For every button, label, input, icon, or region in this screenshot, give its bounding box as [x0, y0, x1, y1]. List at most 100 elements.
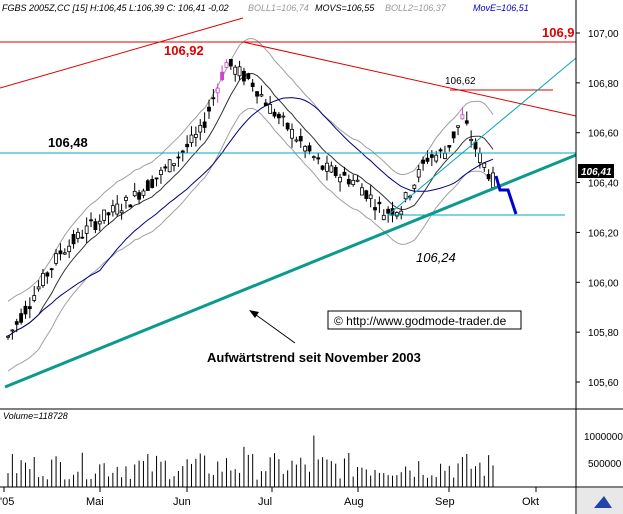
candle-body: [237, 66, 242, 77]
x-tick-label: Sep: [435, 496, 455, 508]
candles: [6, 58, 495, 340]
candle-body: [403, 192, 408, 200]
candle-body: [97, 220, 102, 225]
x-tick-label: Jun: [173, 496, 191, 508]
candle-body: [355, 179, 360, 182]
candle-body: [329, 165, 334, 173]
candle-body: [434, 154, 439, 162]
x-tick-label: Okt: [522, 496, 539, 508]
header-boll1: BOLL1=106,74: [248, 3, 309, 13]
projection-line: [494, 175, 518, 215]
candle-body: [14, 321, 19, 325]
candle-body: [272, 111, 277, 117]
candle-body: [54, 253, 58, 264]
x-tick-label: Mai: [86, 496, 104, 508]
candle-body: [207, 106, 211, 112]
candle-body: [211, 97, 216, 100]
y-tick-label: 106,60: [588, 129, 619, 140]
candle-body: [220, 71, 224, 81]
candle-body: [23, 305, 28, 315]
candle-body: [338, 176, 342, 183]
candle-body: [102, 209, 107, 221]
last-price-box: [578, 164, 614, 178]
copyright-text: © http://www.godmode-trader.de: [334, 314, 507, 328]
candle-body: [106, 212, 111, 216]
candle-body: [71, 233, 76, 245]
candle-body: [368, 194, 373, 199]
candle-body: [377, 201, 382, 205]
candle-body: [456, 125, 460, 128]
candle-body: [482, 162, 487, 168]
candle-body: [32, 295, 37, 301]
trend-label: Aufwärtstrend seit November 2003: [207, 350, 421, 365]
chart-tool-icon[interactable]: [594, 496, 612, 508]
candle-body: [303, 145, 308, 152]
candle-body: [263, 102, 268, 107]
candle-body: [491, 172, 495, 188]
candle-body: [119, 210, 124, 214]
candle-body: [294, 139, 299, 142]
candle-body: [189, 134, 194, 144]
candle-body: [163, 166, 168, 169]
candle-body: [150, 179, 155, 188]
candle-body: [141, 190, 146, 196]
volume-label: Volume=118728: [3, 411, 68, 421]
candle-body: [416, 169, 421, 178]
header-movs: MOVS=106,55: [315, 3, 375, 13]
candle-body: [80, 236, 85, 239]
y-axis-ticks: 107,00 106,80 106,60 106,40 106,20 106,00 105,…: [576, 29, 619, 389]
candle-body: [233, 66, 238, 75]
x-tick-label: Jul: [258, 496, 272, 508]
candle-body: [443, 152, 447, 159]
candle-body: [154, 177, 159, 180]
candle-body: [281, 115, 286, 118]
volume-tick-1m: 1000000: [584, 432, 623, 443]
candle-body: [110, 205, 115, 213]
candle-body: [58, 250, 63, 255]
moving-average-long: [7, 97, 494, 337]
candle-body: [469, 139, 474, 142]
candle-body: [277, 113, 281, 119]
candle-body: [167, 159, 172, 173]
candle-body: [176, 156, 181, 159]
candle-body: [342, 171, 347, 176]
candle-body: [27, 306, 32, 309]
candle-body: [159, 169, 163, 175]
header-symbol: FGBS 2005Z,CC [15]: [2, 3, 88, 13]
candle-body: [124, 196, 128, 201]
candle-body: [268, 103, 273, 114]
candle-body: [311, 156, 316, 159]
candle-body: [137, 192, 141, 200]
x-tick-label: '05: [0, 496, 14, 508]
y-tick-label: 106,00: [588, 278, 619, 289]
candle-body: [242, 70, 246, 82]
candle-body: [246, 73, 251, 79]
y-tick-label: 106,80: [588, 79, 619, 90]
y-tick-label: 107,00: [588, 29, 619, 40]
candle-body: [447, 145, 452, 148]
resistance-falling: [242, 41, 577, 117]
trend-arrow-line: [251, 311, 296, 344]
candle-body: [320, 165, 325, 170]
candle-body: [132, 190, 137, 197]
candle-body: [285, 122, 290, 130]
candle-body: [394, 212, 399, 217]
header-move: MovE=106,51: [473, 3, 529, 13]
candle-body: [89, 219, 93, 222]
resistance-rising: [0, 17, 244, 89]
candle-body: [460, 114, 465, 120]
candle-body: [438, 149, 443, 152]
copyright-box: [327, 310, 522, 330]
candle-body: [198, 124, 203, 133]
label-recent-low: 106,24: [416, 250, 456, 265]
candle-body: [145, 180, 150, 191]
candle-body: [62, 252, 67, 255]
uptrend-line: [4, 153, 577, 389]
candle-body: [386, 208, 391, 214]
candle-body: [290, 128, 294, 139]
candle-body: [228, 58, 233, 67]
candle-body: [193, 133, 198, 138]
candle-body: [425, 157, 430, 162]
candle-body: [477, 152, 482, 163]
candle-body: [45, 272, 50, 277]
